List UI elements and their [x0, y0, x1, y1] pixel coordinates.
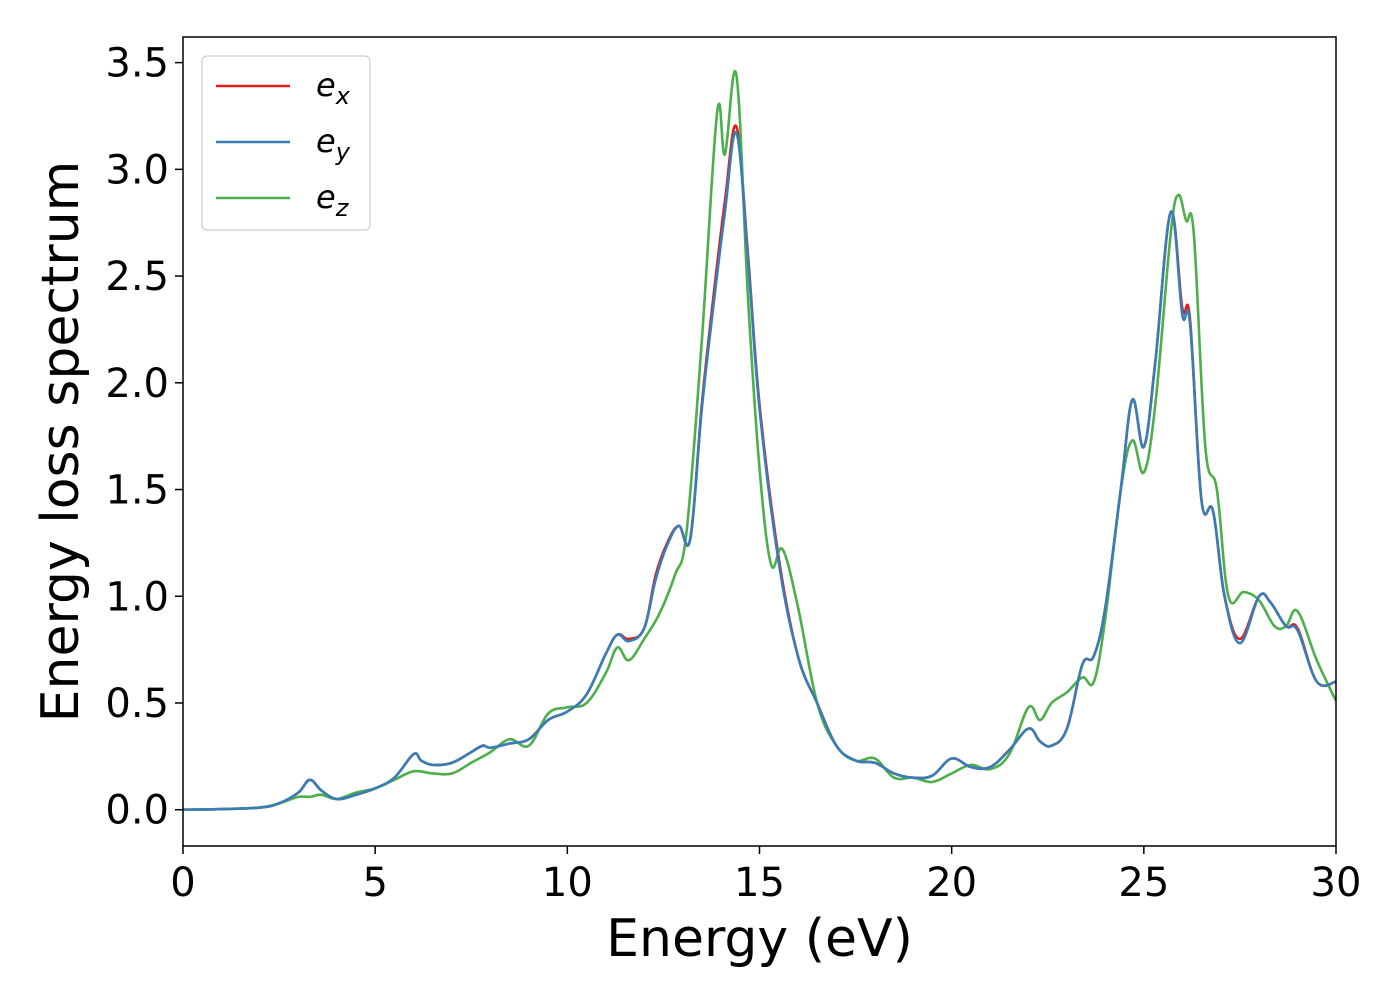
plot-lines	[183, 70, 1336, 812]
y-tick-label: 3.5	[105, 41, 169, 87]
x-tick-label: 15	[734, 860, 785, 906]
legend-entry-ex: ex	[316, 66, 351, 110]
y-tick-label: 2.5	[105, 254, 169, 300]
y-tick-label: 3.0	[105, 147, 169, 193]
x-tick-label: 5	[362, 860, 387, 906]
series-line-ey	[183, 131, 1336, 812]
legend-entry-ey: ey	[316, 122, 351, 166]
y-tick-label: 1.5	[105, 468, 169, 514]
x-tick-label: 25	[1118, 860, 1169, 906]
x-axis-title: Energy (eV)	[606, 909, 913, 969]
x-tick-label: 10	[542, 860, 593, 906]
y-tick-label: 0.5	[105, 681, 169, 727]
y-axis: 0.0 0.5 1.0 1.5 2.0 2.5 3.0 3.5	[105, 41, 183, 834]
x-tick-label: 30	[1311, 860, 1362, 906]
y-tick-label: 0.0	[105, 788, 169, 834]
x-axis: 0 5 10 15 20 25 30	[170, 846, 1361, 906]
legend-entry-ez: ez	[316, 178, 350, 222]
x-tick-label: 0	[170, 860, 195, 906]
series-line-ez	[183, 70, 1336, 812]
x-tick-label: 20	[926, 860, 977, 906]
y-axis-title: Energy loss spectrum	[31, 161, 91, 723]
y-tick-label: 1.0	[105, 574, 169, 620]
legend: ex ey ez	[201, 55, 371, 231]
y-tick-label: 2.0	[105, 361, 169, 407]
